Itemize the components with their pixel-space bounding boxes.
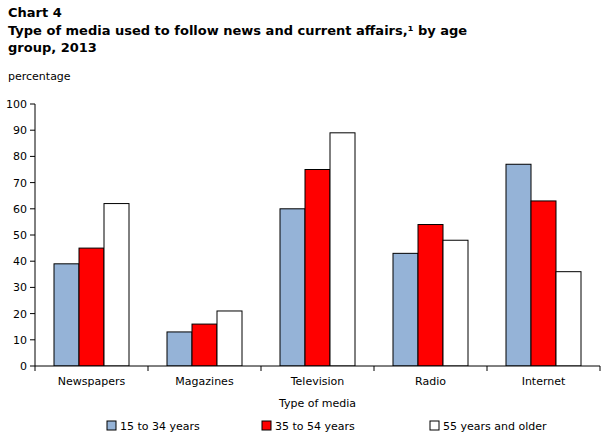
title: Chart 4 (8, 5, 62, 20)
y-tick-label: 70 (13, 177, 27, 190)
y-axis (35, 104, 36, 366)
category-divider (487, 366, 488, 371)
x-tick-label: Internet (522, 375, 566, 388)
bar (305, 170, 330, 367)
legend-label: 15 to 34 years (120, 420, 200, 433)
y-tick-label: 40 (13, 255, 27, 268)
y-tick-label: 10 (13, 334, 27, 347)
y-tick (30, 287, 35, 288)
x-axis-label: Type of media (278, 397, 356, 410)
bar (418, 225, 443, 366)
category-divider (148, 366, 149, 371)
y-tick-label: 80 (13, 150, 27, 163)
y-tick (30, 366, 35, 367)
bar (192, 324, 217, 366)
y-tick (30, 313, 35, 314)
bar (54, 264, 79, 366)
y-tick-label: 90 (13, 124, 27, 137)
bar (167, 332, 192, 366)
y-tick (30, 261, 35, 262)
chart: Chart 4 Type of media used to follow news… (0, 0, 610, 446)
y-tick (30, 339, 35, 340)
y-axis-label: percentage (8, 70, 71, 83)
y-tick-label: 30 (13, 281, 27, 294)
x-tick-label: Television (290, 375, 345, 388)
bar (531, 201, 556, 366)
bar (556, 272, 581, 366)
bar (443, 240, 468, 366)
y-tick (30, 208, 35, 209)
category-divider (35, 366, 36, 371)
x-tick-label: Newspapers (58, 375, 126, 388)
category-divider (374, 366, 375, 371)
bar (217, 311, 242, 366)
y-tick-label: 20 (13, 308, 27, 321)
bar (280, 209, 305, 366)
y-tick-label: 60 (13, 203, 27, 216)
y-tick (30, 156, 35, 157)
bar (104, 204, 129, 366)
legend-label: 55 years and older (443, 420, 547, 433)
x-tick-label: Magazines (175, 375, 234, 388)
y-tick-label: 100 (6, 98, 27, 111)
bar (79, 248, 104, 366)
y-tick-label: 0 (20, 360, 27, 373)
bar (506, 164, 531, 366)
y-tick (30, 235, 35, 236)
x-axis (35, 366, 600, 367)
bar (393, 253, 418, 366)
legend-label: 35 to 54 years (275, 420, 355, 433)
y-tick (30, 182, 35, 183)
subtitle: Type of media used to follow news and cu… (8, 23, 467, 55)
category-divider (261, 366, 262, 371)
y-tick (30, 104, 35, 105)
bars (54, 133, 581, 366)
legend-swatch (430, 421, 439, 430)
legend-swatch (262, 421, 271, 430)
legend-swatch (107, 421, 116, 430)
y-tick-label: 50 (13, 229, 27, 242)
bar (330, 133, 355, 366)
legend: 15 to 34 years 35 to 54 years 55 years and… (107, 420, 547, 433)
y-tick (30, 130, 35, 131)
x-tick-label: Radio (415, 375, 446, 388)
category-divider (600, 366, 601, 371)
